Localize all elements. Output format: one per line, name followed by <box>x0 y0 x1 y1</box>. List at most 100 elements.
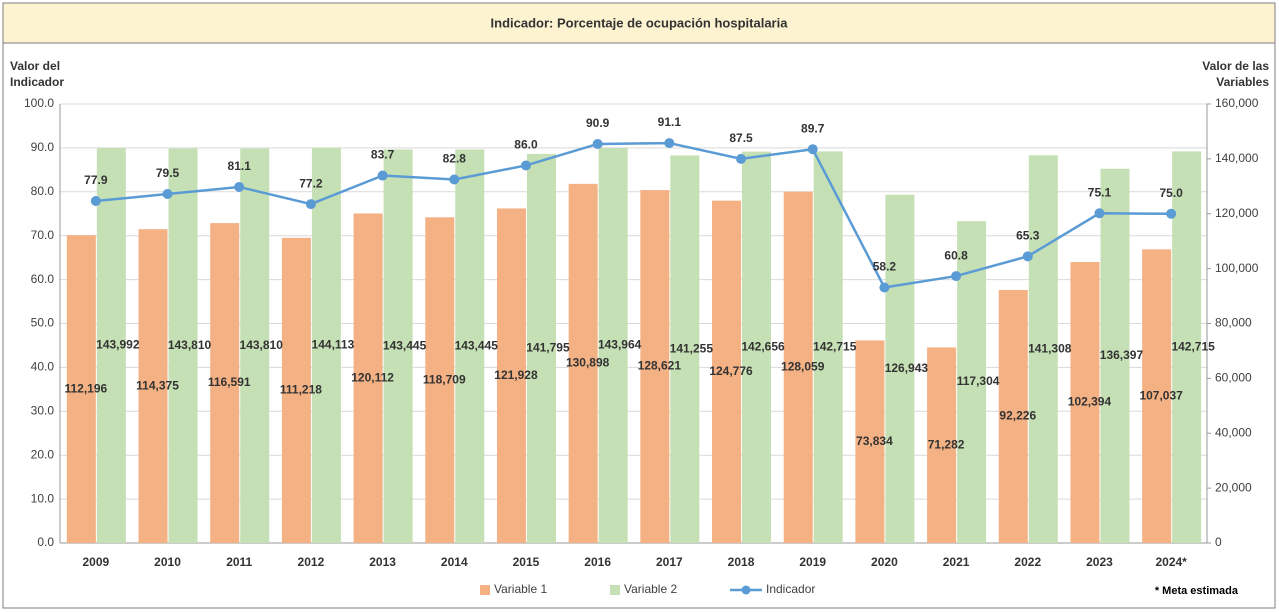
y-tick-label: 100.0 <box>24 96 54 110</box>
data-label: 142,656 <box>741 339 785 353</box>
y-tick-label: 50.0 <box>31 316 55 330</box>
data-label: 82.8 <box>443 152 467 166</box>
data-label: 142,715 <box>1171 339 1215 353</box>
data-label: 79.5 <box>156 166 180 180</box>
bar <box>885 194 915 544</box>
legend-swatch <box>610 585 620 595</box>
bar <box>855 340 885 543</box>
bar <box>496 208 526 543</box>
data-label: 60.8 <box>944 248 968 262</box>
data-label: 128,621 <box>638 359 682 373</box>
bar <box>640 190 670 543</box>
y-tick-label: 40.0 <box>31 360 55 374</box>
x-tick-label: 2024* <box>1155 555 1187 569</box>
data-label: 130,898 <box>566 356 610 370</box>
bar <box>598 147 628 543</box>
bar <box>1172 151 1202 543</box>
data-label: 75.1 <box>1088 185 1112 199</box>
bar <box>138 229 168 543</box>
data-label: 114,375 <box>136 378 179 392</box>
bar <box>425 217 455 543</box>
line-marker <box>234 181 245 192</box>
line-marker <box>1166 208 1177 219</box>
line-marker <box>520 160 531 171</box>
x-tick-label: 2012 <box>298 555 325 569</box>
data-label: 144,113 <box>312 337 355 351</box>
bar <box>311 147 341 543</box>
data-label: 75.0 <box>1159 186 1183 200</box>
line-marker <box>807 144 818 155</box>
data-label: 126,943 <box>885 361 929 375</box>
x-tick-label: 2015 <box>513 555 540 569</box>
bar <box>1142 249 1172 543</box>
line-marker <box>1094 208 1105 219</box>
bar <box>998 289 1028 543</box>
x-tick-label: 2014 <box>441 555 468 569</box>
bar <box>240 148 270 543</box>
line-marker <box>305 199 316 210</box>
bar <box>670 155 700 544</box>
bar <box>526 153 556 544</box>
y-tick-label: 30.0 <box>31 403 55 417</box>
x-tick-label: 2010 <box>154 555 181 569</box>
y-tick-label: 90.0 <box>31 140 55 154</box>
data-label: 121,928 <box>494 368 538 382</box>
x-tick-label: 2022 <box>1014 555 1041 569</box>
data-label: 117,304 <box>957 374 1000 388</box>
x-tick-label: 2016 <box>584 555 611 569</box>
chart-title: Indicador: Porcentaje de ocupación hospi… <box>491 15 789 30</box>
y2-tick-label: 20,000 <box>1215 480 1252 494</box>
note: * Meta estimada <box>1155 585 1239 597</box>
bar <box>927 347 957 543</box>
data-label: 92,226 <box>999 409 1036 423</box>
data-label: 143,810 <box>240 338 284 352</box>
y-tick-label: 10.0 <box>31 491 55 505</box>
data-label: 87.5 <box>729 131 753 145</box>
data-label: 116,591 <box>208 375 251 389</box>
data-label: 73,834 <box>856 434 893 448</box>
y2-tick-label: 0 <box>1215 535 1222 549</box>
line-marker <box>592 138 603 149</box>
data-label: 141,255 <box>670 341 714 355</box>
y-tick-label: 20.0 <box>31 447 55 461</box>
line-marker <box>162 188 173 199</box>
data-label: 91.1 <box>658 115 682 129</box>
bar <box>96 147 126 544</box>
data-label: 141,795 <box>526 341 570 355</box>
x-tick-label: 2011 <box>226 555 252 569</box>
legend-label: Variable 2 <box>624 582 677 596</box>
data-label: 112,196 <box>64 381 107 395</box>
x-tick-label: 2018 <box>728 555 755 569</box>
bar <box>281 237 311 543</box>
data-label: 143,964 <box>598 338 642 352</box>
data-label: 107,037 <box>1139 388 1183 402</box>
bar <box>1100 168 1130 543</box>
x-tick-label: 2019 <box>799 555 826 569</box>
line-marker <box>951 271 962 282</box>
x-tick-label: 2013 <box>369 555 396 569</box>
y2-tick-label: 40,000 <box>1215 425 1252 439</box>
y2-tick-label: 80,000 <box>1215 316 1252 330</box>
data-label: 71,282 <box>928 437 965 451</box>
data-label: 89.7 <box>801 121 825 135</box>
bar <box>383 149 413 543</box>
bar <box>210 223 240 543</box>
line-marker <box>90 196 101 207</box>
bar <box>813 151 843 543</box>
line-marker <box>664 138 675 149</box>
bar <box>712 200 742 543</box>
title-bar <box>2 2 1276 44</box>
y2-tick-label: 100,000 <box>1215 261 1259 275</box>
line-marker <box>449 174 460 185</box>
data-label: 124,776 <box>709 364 753 378</box>
legend-label: Variable 1 <box>494 582 547 596</box>
data-label: 141,308 <box>1028 341 1072 355</box>
x-tick-label: 2020 <box>871 555 898 569</box>
line-marker <box>1022 251 1033 262</box>
y2-tick-label: 140,000 <box>1215 151 1259 165</box>
data-label: 81.1 <box>228 159 252 173</box>
x-tick-label: 2009 <box>82 555 109 569</box>
data-label: 142,715 <box>813 339 857 353</box>
